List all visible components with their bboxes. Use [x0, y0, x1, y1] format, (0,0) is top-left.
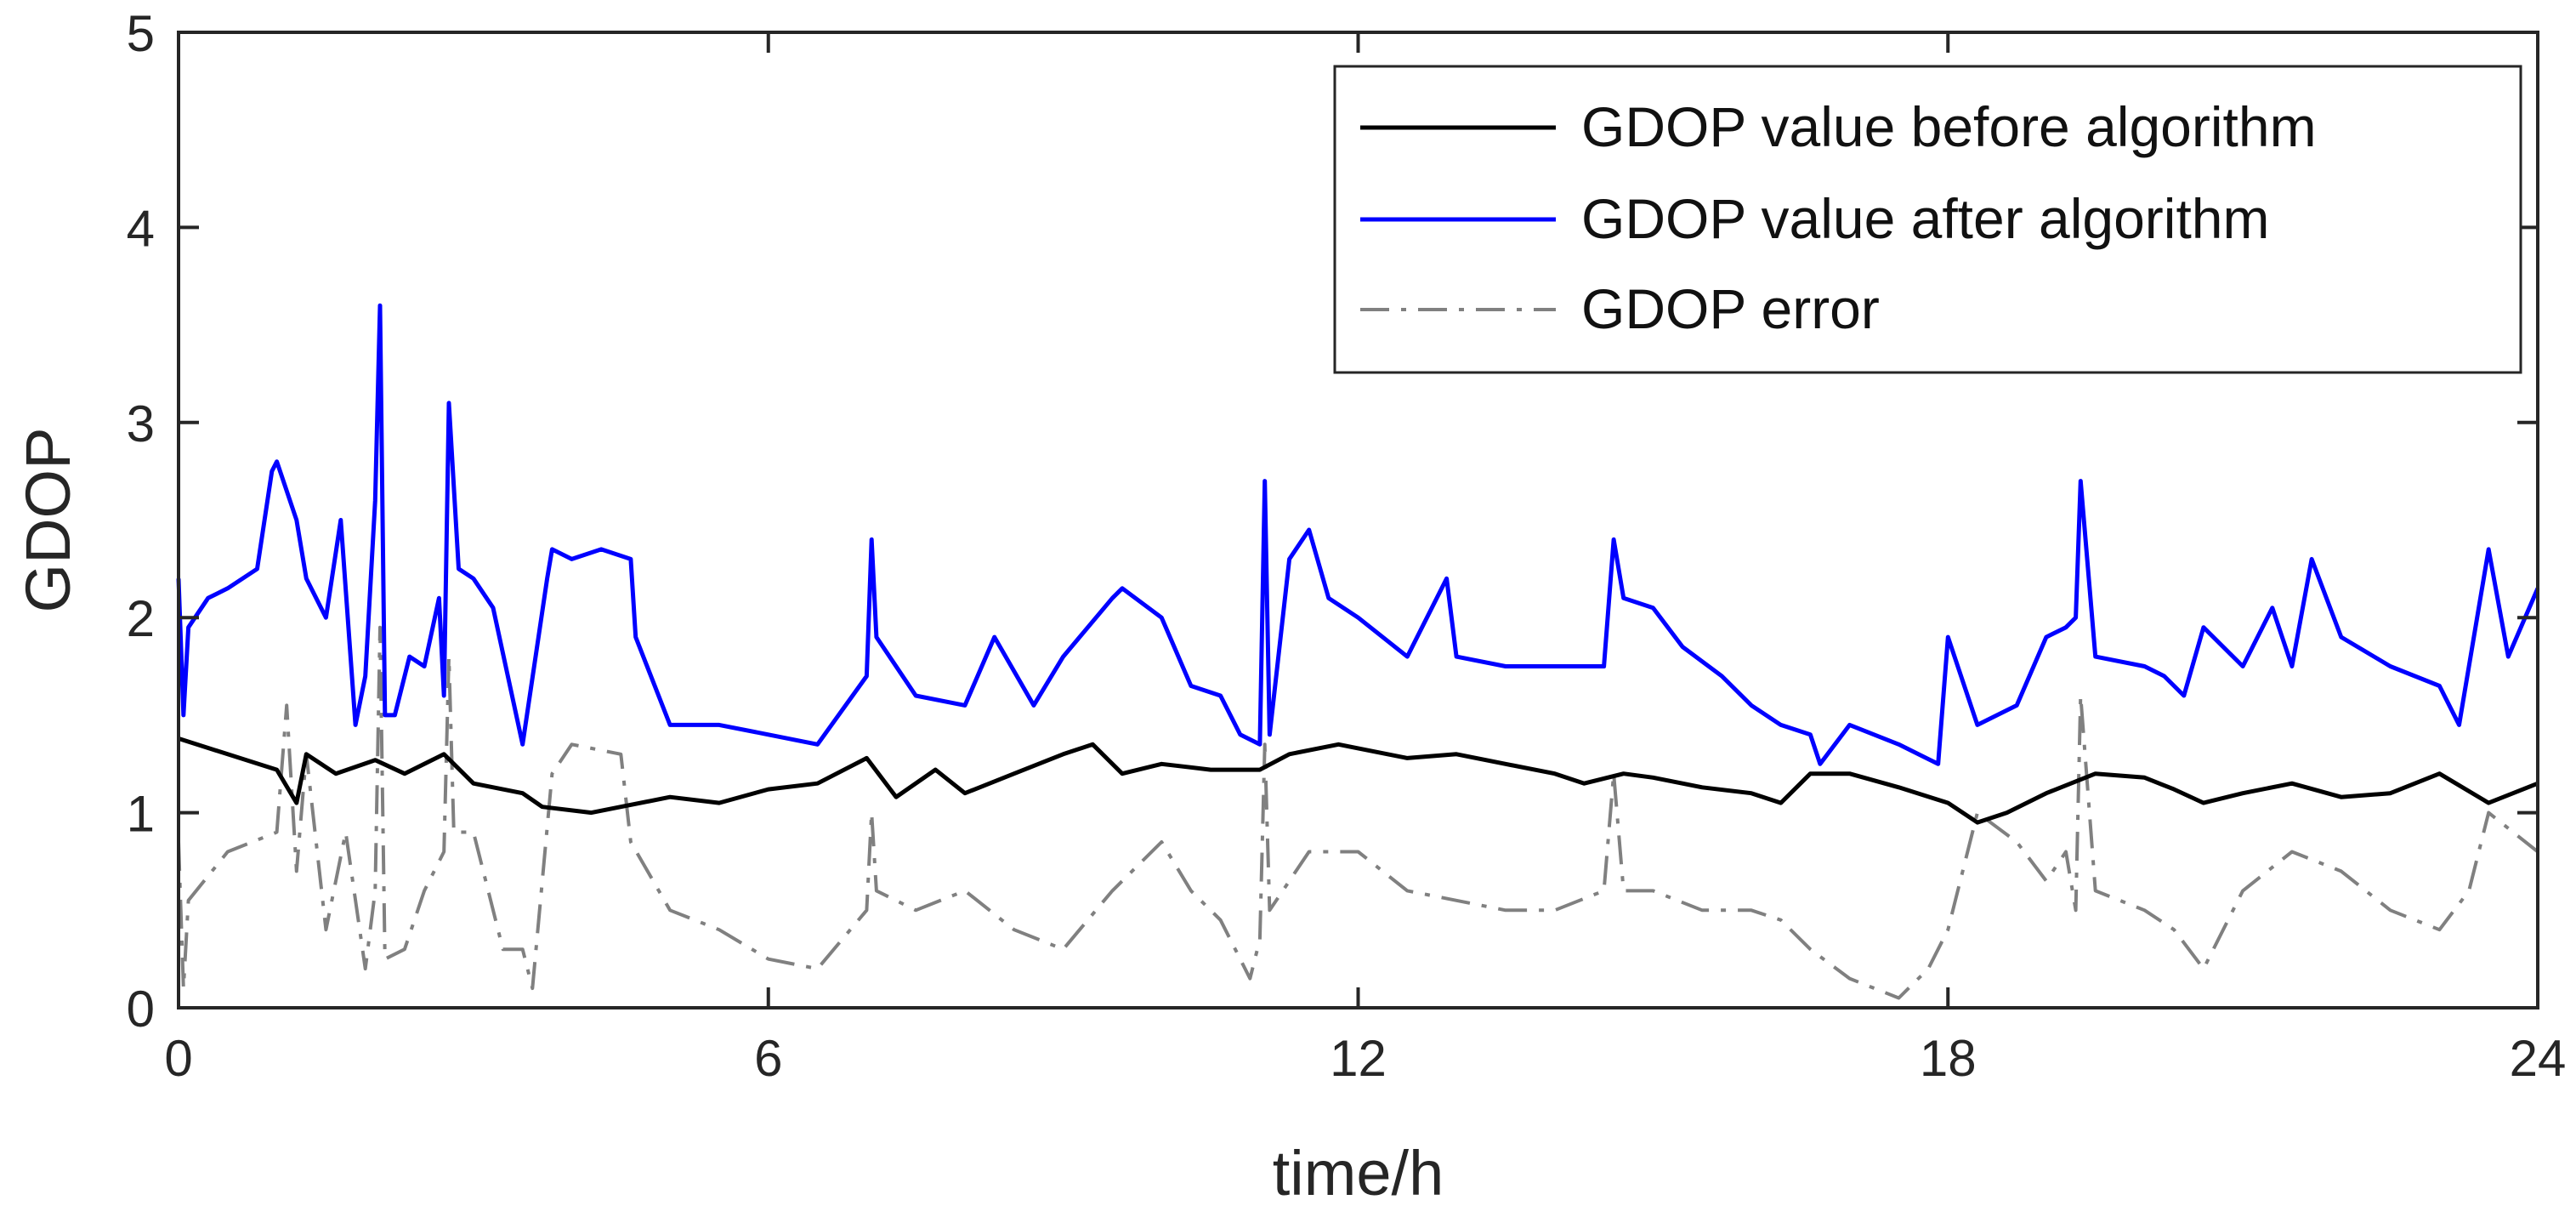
x-tick-label-0: 0: [164, 1030, 192, 1087]
series-line-1: [176, 303, 2540, 766]
y-tick-label-2: 2: [127, 590, 155, 647]
legend: GDOP value before algorithm GDOP value a…: [1333, 65, 2522, 374]
x-tick-label-3: 18: [1920, 1030, 1977, 1087]
x-axis-title: time/h: [1273, 1138, 1444, 1208]
series-line-2: [177, 625, 2539, 1000]
y-axis-title: GDOP: [13, 428, 83, 613]
x-tick-label-4: 24: [2510, 1030, 2567, 1087]
x-tick-label-2: 12: [1330, 1030, 1387, 1087]
y-tick-label-0: 0: [127, 981, 155, 1038]
y-tick-label-1: 1: [127, 786, 155, 843]
legend-label-error: GDOP error: [1581, 277, 1880, 340]
y-tick-label-4: 4: [127, 200, 155, 257]
x-tick-label-1: 6: [754, 1030, 782, 1087]
y-tick-label-3: 3: [127, 395, 155, 452]
legend-label-after: GDOP value after algorithm: [1581, 187, 2269, 250]
y-tick-label-5: 5: [127, 5, 155, 62]
series-layer: [176, 303, 2540, 1000]
series-line-0: [178, 736, 2539, 825]
legend-label-before: GDOP value before algorithm: [1581, 95, 2317, 158]
